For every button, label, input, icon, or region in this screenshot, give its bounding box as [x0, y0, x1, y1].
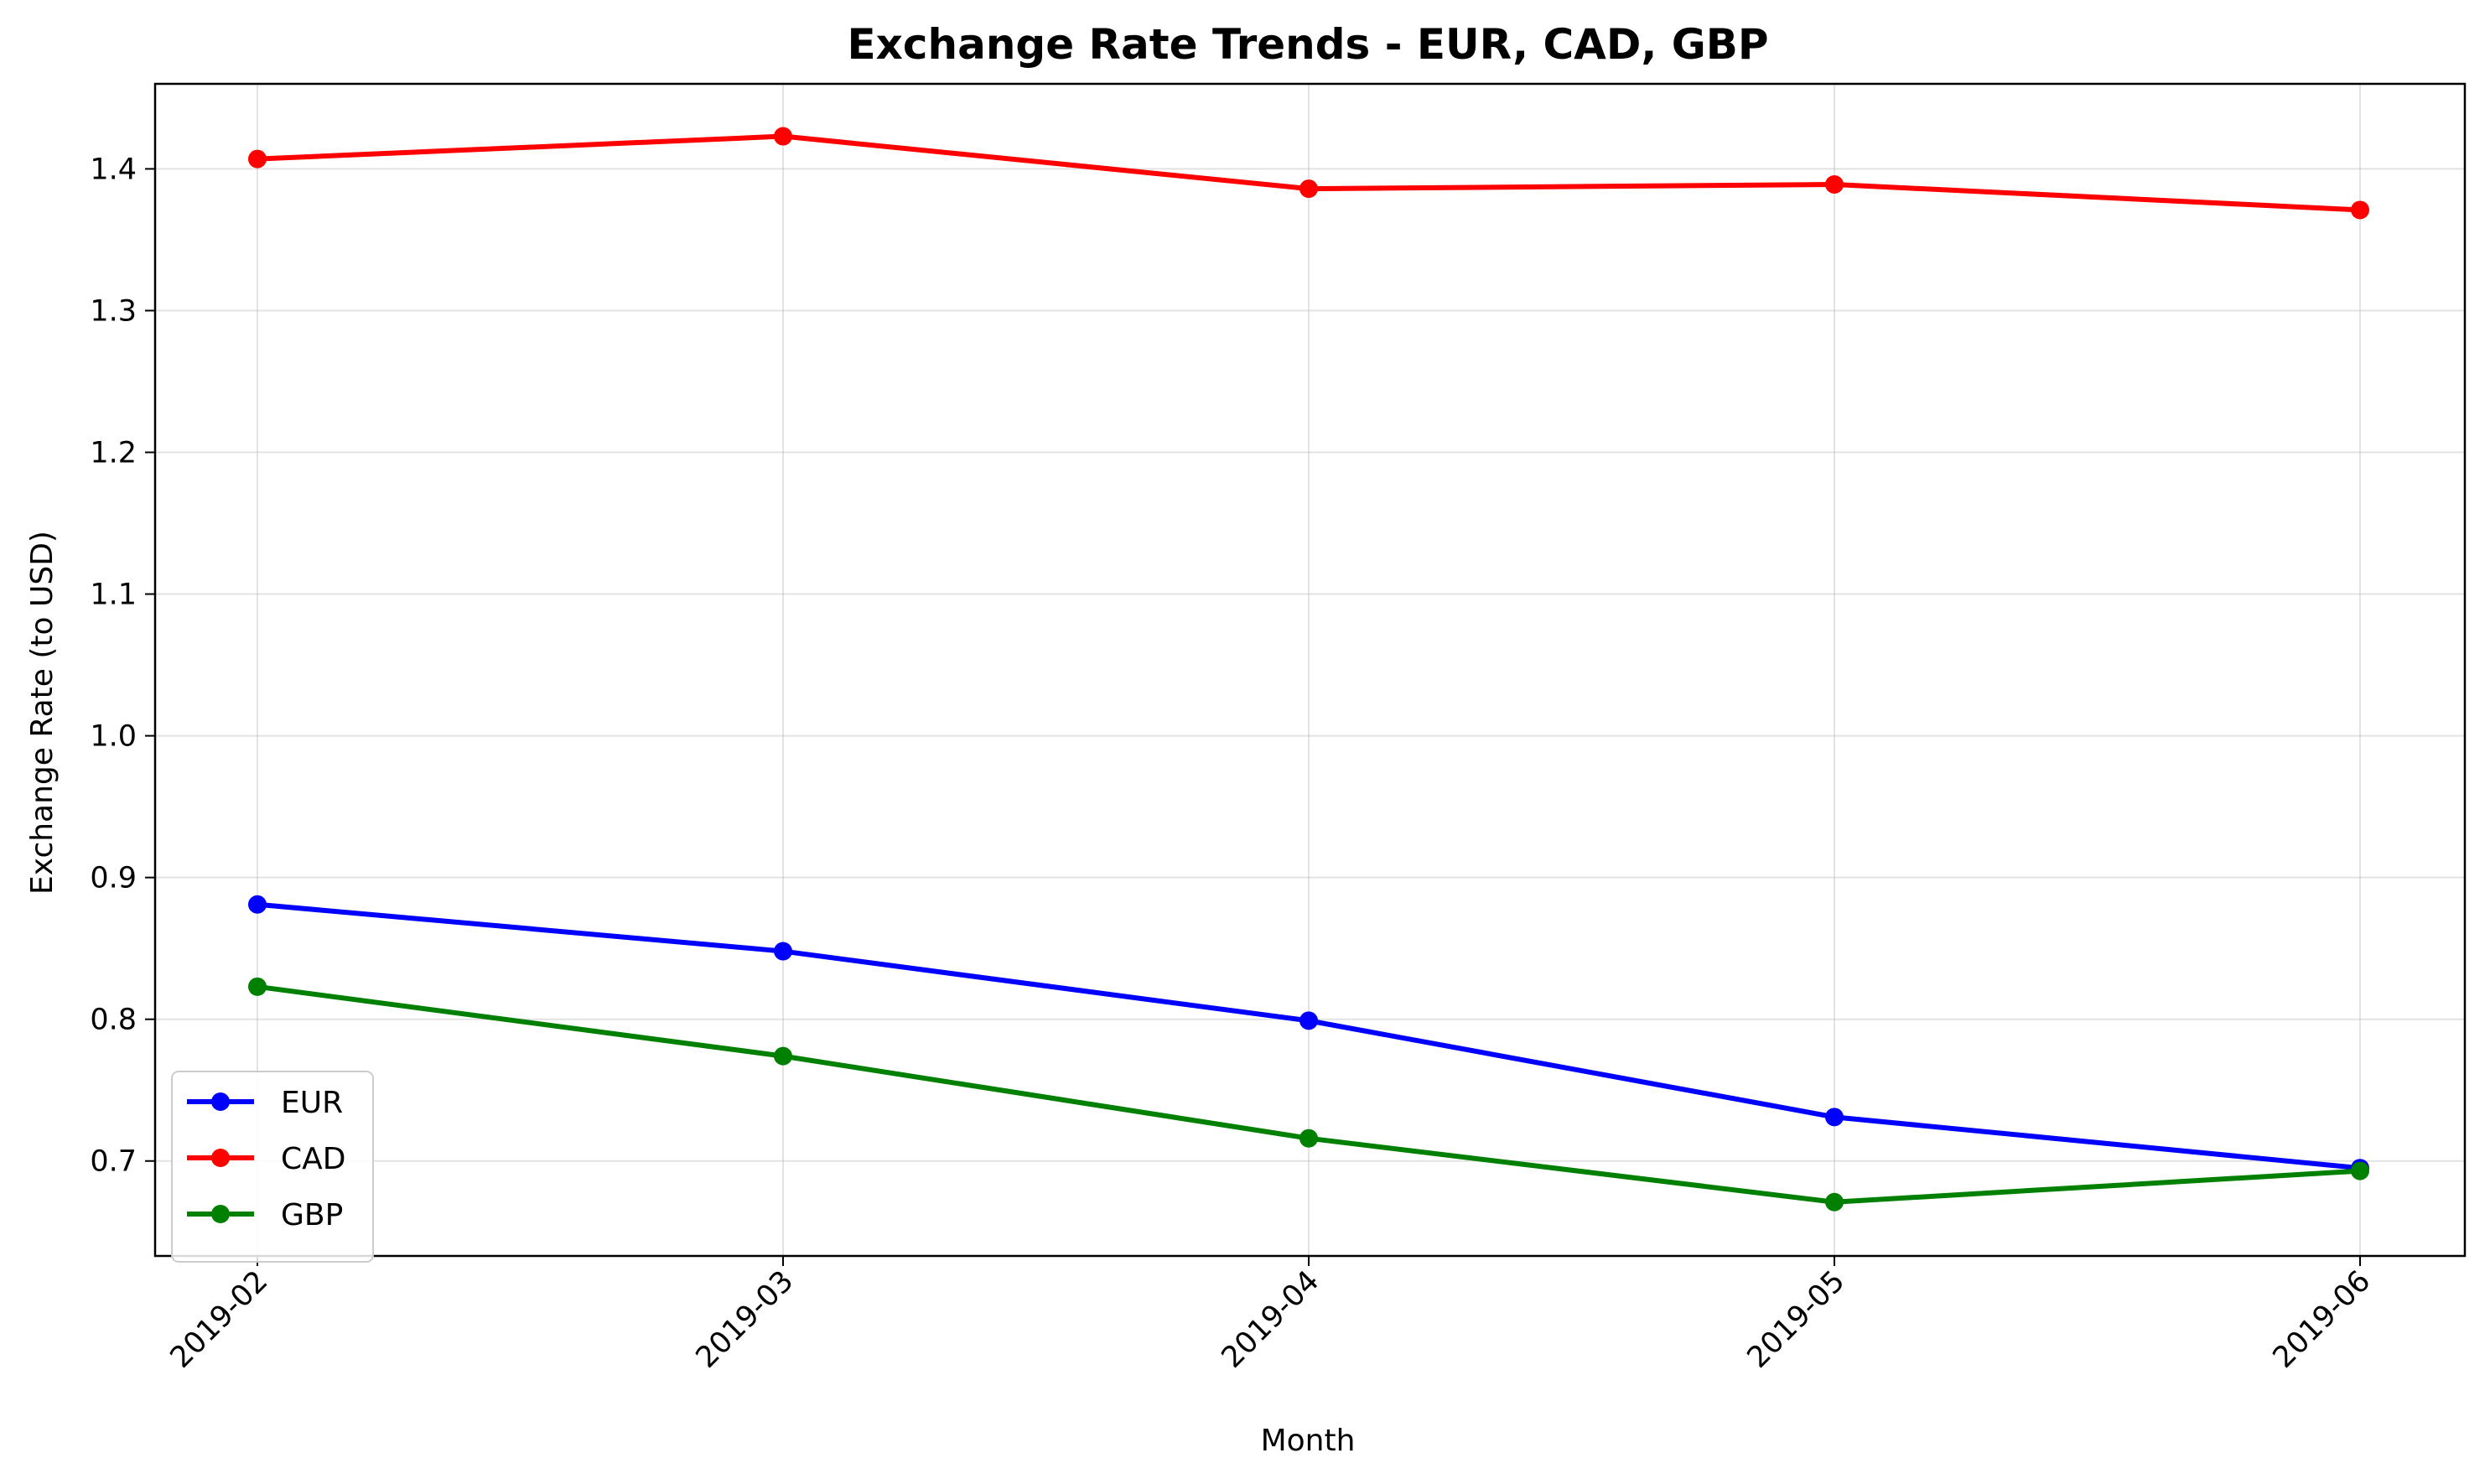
series-cad	[248, 127, 2369, 220]
legend-marker-cad	[211, 1149, 230, 1167]
legend-item-eur: EUR	[187, 1086, 343, 1120]
y-axis: 0.7 0.8 0.9 1.0 1.1 1.2 1.3 1.4	[90, 153, 155, 1179]
data-point-cad	[248, 149, 267, 169]
y-axis-label: Exchange Rate (to USD)	[25, 531, 60, 895]
data-point-eur	[1825, 1108, 1844, 1127]
y-tick-label: 0.8	[90, 1004, 137, 1037]
data-point-eur	[1299, 1011, 1318, 1030]
data-point-eur	[248, 895, 267, 914]
legend-marker-eur	[211, 1092, 230, 1111]
y-tick-label: 1.2	[90, 437, 137, 470]
y-tick-label: 1.4	[90, 153, 137, 186]
data-point-eur	[774, 942, 792, 961]
chart-title: Exchange Rate Trends - EUR, CAD, GBP	[847, 20, 1768, 69]
data-point-gbp	[2351, 1161, 2369, 1180]
legend-item-cad: CAD	[187, 1142, 345, 1176]
y-tick-label: 0.9	[90, 862, 137, 895]
y-tick-label: 1.3	[90, 294, 137, 328]
legend-label-eur: EUR	[281, 1086, 343, 1120]
data-point-cad	[2351, 200, 2369, 220]
series-gbp	[248, 977, 2369, 1212]
data-point-gbp	[1825, 1192, 1844, 1212]
y-tick-label: 1.1	[90, 579, 137, 612]
y-tick-label: 1.0	[90, 720, 137, 754]
data-point-gbp	[774, 1046, 792, 1066]
legend-marker-gbp	[211, 1205, 230, 1223]
plot-area-frame	[153, 82, 2467, 1258]
legend-label-gbp: GBP	[281, 1198, 343, 1232]
series-layer	[248, 127, 2369, 1212]
grid-lines	[155, 84, 2465, 1256]
data-point-gbp	[248, 977, 267, 996]
data-point-cad	[1299, 179, 1318, 199]
legend: EUR CAD GBP	[171, 1071, 374, 1263]
x-axis-label: Month	[1261, 1424, 1356, 1458]
y-tick-label: 0.7	[90, 1145, 137, 1179]
data-point-gbp	[1299, 1129, 1318, 1148]
data-point-cad	[1825, 175, 1844, 195]
legend-label-cad: CAD	[281, 1142, 345, 1176]
legend-item-gbp: GBP	[187, 1198, 343, 1232]
data-point-cad	[774, 127, 792, 146]
